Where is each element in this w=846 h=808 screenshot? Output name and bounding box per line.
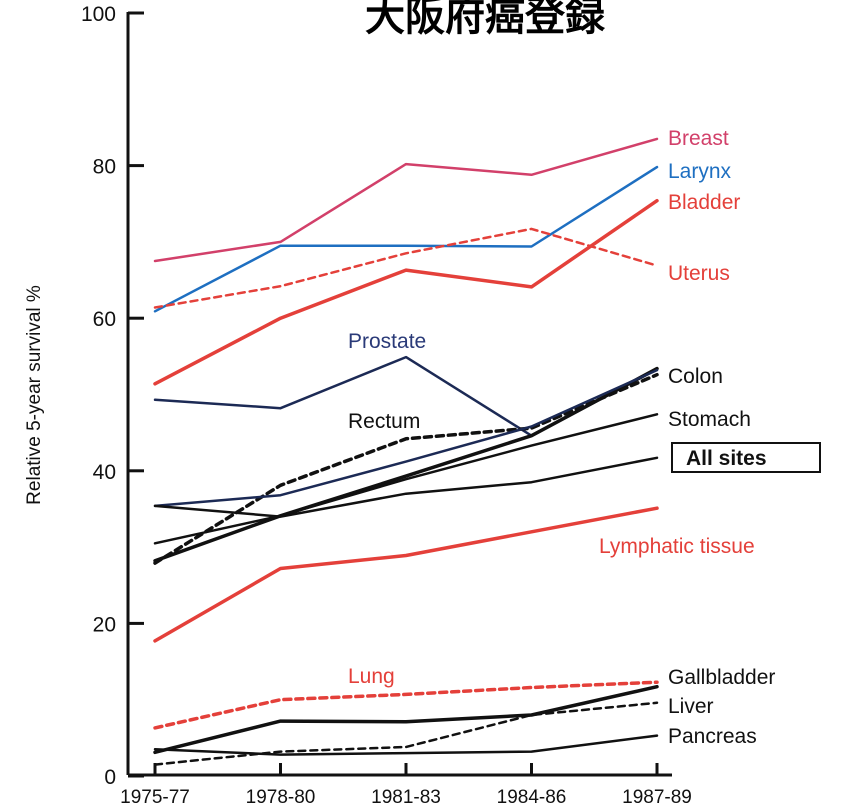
x-tick-label: 1975-77 — [120, 787, 190, 808]
chart-title: 大阪府癌登録 — [365, 0, 606, 40]
y-axis-label: Relative 5-year survival % — [24, 285, 45, 505]
series-label-gallbladder: Gallbladder — [668, 666, 775, 689]
y-tick-label: 20 — [93, 613, 116, 636]
series-lines — [153, 137, 659, 766]
series-line-lymphatic-tissue — [153, 506, 659, 643]
series-labels: Breast Larynx Bladder Uterus Prostate Colon Re… — [348, 127, 821, 748]
series-label-uterus: Uterus — [668, 262, 730, 285]
x-ticks: 1975-77 1978-80 1981-83 1984-86 1987-89 — [120, 763, 692, 808]
series-label-liver: Liver — [668, 695, 714, 718]
series-line-bladder — [153, 198, 659, 386]
all-sites-label-box — [671, 442, 821, 473]
series-line-lung — [153, 680, 659, 730]
series-line-pancreas — [153, 734, 659, 756]
series-label-prostate: Prostate — [348, 330, 426, 353]
axes — [126, 12, 672, 777]
series-label-lymphatic-tissue: Lymphatic tissue — [599, 535, 755, 558]
series-line-all-sites-overall — [153, 456, 659, 518]
y-tick-label: 100 — [81, 3, 116, 26]
series-line-gallbladder — [153, 684, 659, 755]
series-label-larynx: Larynx — [668, 160, 732, 183]
series-label-all-sites: All sites — [686, 447, 767, 470]
x-tick-label: 1981-83 — [371, 787, 441, 808]
series-line-stomach — [153, 413, 659, 545]
series-label-bladder: Bladder — [668, 191, 740, 214]
series-label-lung: Lung — [348, 665, 395, 688]
series-label-rectum: Rectum — [348, 410, 420, 433]
series-line-larynx — [153, 165, 659, 313]
x-tick-label: 1984-86 — [497, 787, 567, 808]
y-ticks: 0 20 40 60 80 100 — [81, 3, 144, 789]
y-tick-label: 60 — [93, 308, 116, 331]
series-label-stomach: Stomach — [668, 408, 751, 431]
series-label-breast: Breast — [668, 127, 729, 150]
series-line-liver — [153, 701, 659, 766]
series-line-uterus — [153, 227, 659, 309]
series-line-all-sites — [153, 368, 659, 508]
y-tick-label: 0 — [104, 766, 116, 789]
x-tick-label: 1987-89 — [622, 787, 692, 808]
series-line-rectum — [153, 372, 659, 565]
series-line-breast — [153, 137, 659, 263]
x-tick-label: 1978-80 — [246, 787, 316, 808]
y-tick-label: 80 — [93, 156, 116, 179]
series-line-colon — [153, 366, 659, 563]
series-label-pancreas: Pancreas — [668, 725, 757, 748]
series-label-colon: Colon — [668, 365, 723, 388]
y-tick-label: 40 — [93, 461, 116, 484]
